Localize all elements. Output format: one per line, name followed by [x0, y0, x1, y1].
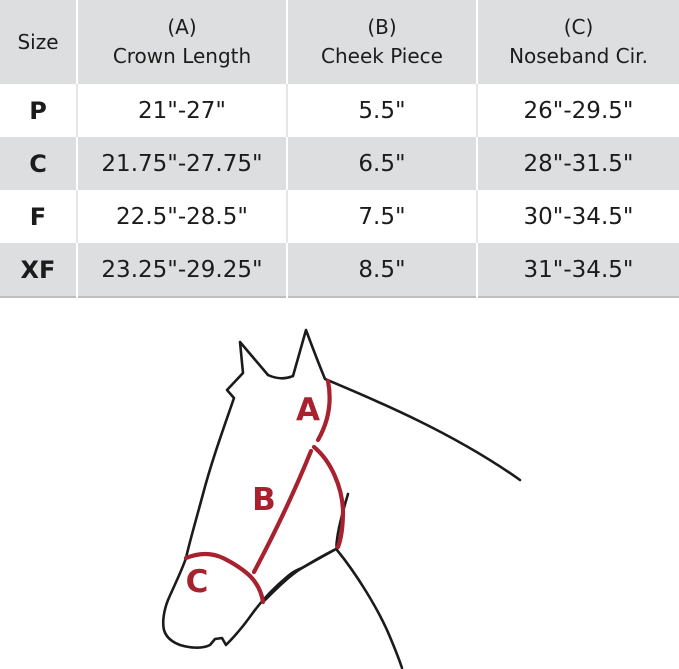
- halter-cheek-strap: [251, 448, 314, 575]
- col-header-cheek-piece: (B) Cheek Piece: [286, 0, 477, 84]
- table-row-size-c: C 21.75"-27.75" 6.5" 28"-31.5": [0, 137, 679, 190]
- header-row: Size (A) Crown Length (B) Cheek Piece (C…: [0, 0, 679, 84]
- horse-mouth-line: [261, 548, 336, 604]
- crown-length-cell: 22.5"-28.5": [76, 190, 287, 243]
- noseband-cell: 30"-34.5": [476, 190, 679, 243]
- cheek-piece-cell: 8.5": [286, 243, 477, 297]
- crown-length-cell: 23.25"-29.25": [76, 243, 287, 297]
- col-header-noseband-label: (C) Noseband Cir.: [509, 15, 648, 68]
- size-cell: F: [29, 202, 47, 231]
- noseband-cell: 28"-31.5": [476, 137, 679, 190]
- horse-head-outline: [161, 340, 338, 649]
- col-header-noseband: (C) Noseband Cir.: [476, 0, 679, 84]
- table-row-size-f: F 22.5"-28.5" 7.5" 30"-34.5": [0, 190, 679, 243]
- cheek-piece-cell: 6.5": [286, 137, 477, 190]
- col-header-crown-length: (A) Crown Length: [76, 0, 287, 84]
- halter-size-table: Size (A) Crown Length (B) Cheek Piece (C…: [0, 0, 679, 298]
- size-cell: XF: [0, 243, 77, 297]
- horse-ears-back-line: [266, 328, 522, 482]
- size-cell: C: [0, 137, 77, 190]
- horse-neck-line: [335, 548, 404, 669]
- col-header-size: Size: [0, 0, 77, 84]
- col-header-size-label: Size: [17, 29, 59, 54]
- halter-crown-strap: [315, 378, 332, 443]
- table-row-size-p: P 21"-27" 5.5" 26"-29.5": [0, 84, 679, 137]
- col-header-crown-length-label: (A) Crown Length: [112, 15, 252, 68]
- crown-length-cell: 21"-27": [76, 84, 287, 137]
- halter-noseband-strap: [183, 551, 266, 605]
- noseband-label-c: C: [186, 564, 209, 600]
- noseband-cell: 26"-29.5": [476, 84, 679, 137]
- cheek-piece-cell: 7.5": [286, 190, 477, 243]
- cheek-label-b: B: [252, 482, 276, 518]
- cheek-piece-cell: 5.5": [286, 84, 477, 137]
- noseband-cell: 31"-34.5": [476, 243, 679, 297]
- halter-jowl-strap: [311, 444, 346, 550]
- crown-length-cell: 21.75"-27.75": [76, 137, 287, 190]
- horse-head-diagram: A B C: [0, 298, 679, 669]
- col-header-cheek-piece-label: (B) Cheek Piece: [321, 15, 443, 68]
- size-cell: P: [29, 96, 47, 125]
- table-row-size-xf: XF 23.25"-29.25" 8.5" 31"-34.5": [0, 243, 679, 297]
- crown-label-a: A: [296, 392, 320, 428]
